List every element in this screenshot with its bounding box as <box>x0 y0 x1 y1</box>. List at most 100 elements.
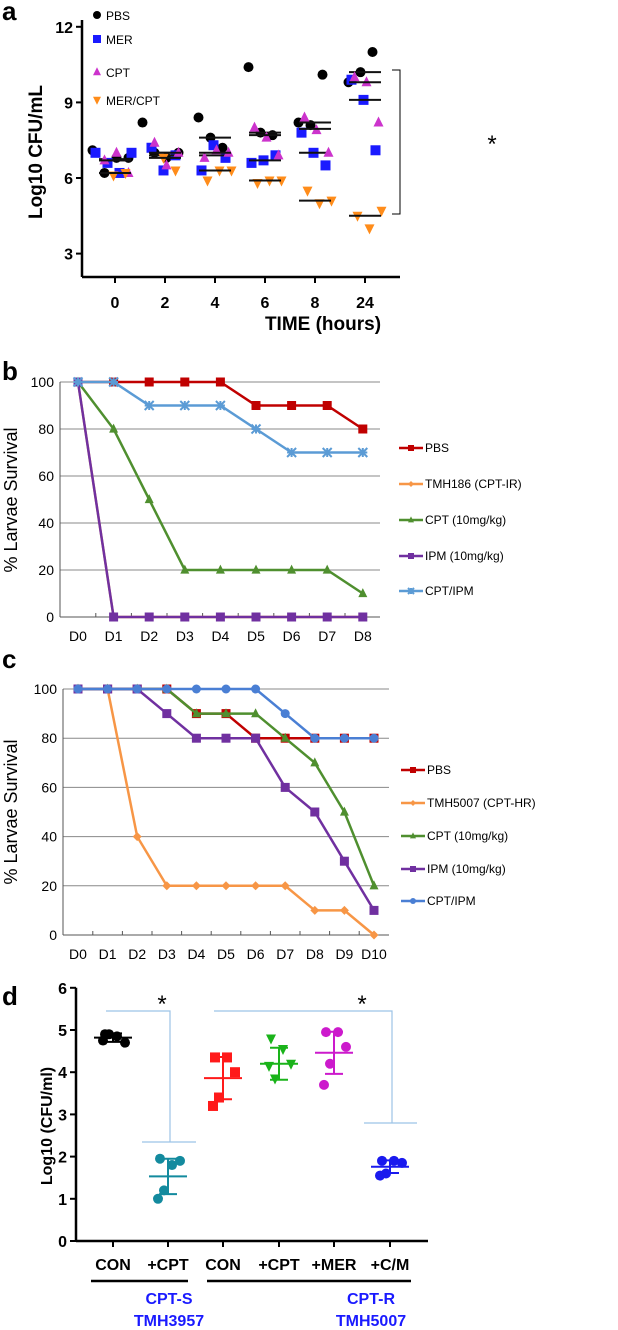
c-x-tick-label: D3 <box>158 946 176 962</box>
a-data-point-mer <box>158 165 169 176</box>
b-legend-label: IPM (10mg/kg) <box>425 549 504 563</box>
b-data-point-cpt <box>322 564 332 574</box>
c-legend-label: CPT (10mg/kg) <box>427 829 508 843</box>
b-data-point-ipm <box>358 612 368 622</box>
d-significance-bracket-left <box>106 1010 196 1143</box>
b-data-point-cpt <box>180 564 190 574</box>
a-data-point-mer-cpt <box>364 224 375 235</box>
a-data-point-cpt <box>323 146 334 157</box>
a-x-axis-title: TIME (hours) <box>265 314 381 335</box>
d-data-point <box>167 1160 177 1171</box>
a-data-point-pbs <box>317 69 328 80</box>
a-data-point-mer <box>90 147 101 158</box>
b-data-point-cpt-ipm <box>179 400 191 411</box>
c-legend-marker <box>410 866 416 872</box>
c-data-point-tmh5007 <box>251 881 261 891</box>
d-group-cpt-s-strain: TMH3957 <box>134 1313 204 1330</box>
b-x-tick-label: D1 <box>105 628 123 644</box>
d-data-point <box>159 1185 169 1196</box>
panel-label-b: b <box>2 356 18 386</box>
a-data-point-pbs <box>193 112 204 123</box>
a-significance-asterisk: * <box>487 131 496 158</box>
d-group-cpt-s: CPT-S <box>145 1291 192 1308</box>
c-y-axis-title: % Larvae Survival <box>1 739 21 884</box>
d-y-tick-label: 6 <box>58 981 67 998</box>
c-data-point-ipm <box>280 782 290 792</box>
a-legend-label: CPT <box>106 66 131 80</box>
b-x-tick-label: D7 <box>318 628 336 644</box>
c-data-point-cpt-ipm <box>221 684 231 694</box>
b-data-point-ipm <box>215 612 225 622</box>
d-data-point <box>120 1037 130 1048</box>
a-data-point-cpt <box>199 151 210 162</box>
d-data-point <box>341 1041 351 1052</box>
d-data-point <box>214 1092 224 1103</box>
c-x-tick-label: D7 <box>276 946 294 962</box>
c-y-tick-label: 100 <box>34 681 58 697</box>
a-y-axis-title: Log10 CFU/mL <box>26 85 47 219</box>
d-x-tick-label: +MER <box>312 1257 357 1274</box>
a-data-point-mer-cpt <box>276 176 287 187</box>
b-y-tick-label: 100 <box>31 374 55 390</box>
c-y-tick-label: 0 <box>49 927 57 943</box>
c-y-tick-label: 60 <box>41 779 57 795</box>
c-data-point-cpt-ipm <box>251 684 261 694</box>
c-x-tick-label: D4 <box>187 946 205 962</box>
c-legend-marker <box>410 800 416 806</box>
c-data-point-cpt <box>369 880 379 890</box>
b-data-point-pbs <box>251 401 261 410</box>
b-legend-marker <box>408 445 414 451</box>
b-y-tick-label: 60 <box>38 468 54 484</box>
c-legend-marker <box>410 832 416 839</box>
d-data-point <box>230 1067 240 1078</box>
d-data-point <box>266 1034 276 1045</box>
c-data-point-cpt <box>221 708 231 718</box>
c-data-point-cpt-ipm <box>280 709 290 719</box>
b-data-point-ipm <box>322 612 332 622</box>
c-x-tick-label: D5 <box>217 946 235 962</box>
c-data-point-cpt-ipm <box>73 684 83 694</box>
b-x-tick-label: D2 <box>140 628 158 644</box>
d-x-tick-label: +CPT <box>258 1257 300 1274</box>
a-data-point-pbs <box>217 142 228 153</box>
b-data-point-cpt <box>358 588 368 598</box>
c-x-tick-label: D9 <box>335 946 353 962</box>
d-significance-asterisk-right: * <box>357 991 366 1018</box>
d-data-point <box>319 1079 329 1090</box>
b-x-tick-label: D5 <box>247 628 265 644</box>
a-x-tick-label: 4 <box>211 295 220 312</box>
a-data-point-mer-cpt <box>302 186 313 197</box>
a-data-point-mer-cpt <box>376 206 387 217</box>
b-legend-marker <box>408 516 414 523</box>
b-y-tick-label: 80 <box>38 421 54 437</box>
b-data-point-cpt-ipm <box>357 447 369 458</box>
a-data-point-pbs <box>367 47 378 57</box>
c-data-point-cpt <box>339 806 349 816</box>
a-data-point-pbs <box>137 117 148 128</box>
b-data-point-cpt <box>251 564 261 574</box>
a-data-point-cpt <box>273 149 284 160</box>
d-y-tick-label: 1 <box>58 1192 67 1209</box>
a-data-point-cpt <box>261 131 272 142</box>
b-data-point-ipm <box>251 612 261 622</box>
c-y-tick-label: 20 <box>41 878 57 894</box>
a-data-point-cpt <box>161 159 172 170</box>
a-legend-label: MER <box>106 33 133 47</box>
b-data-point-pbs <box>358 424 368 434</box>
d-x-tick-label: +C/M <box>371 1257 410 1274</box>
b-data-point-ipm <box>109 612 119 622</box>
b-data-point-cpt-ipm <box>286 447 297 458</box>
c-data-point-tmh5007 <box>339 905 349 915</box>
b-data-point-ipm <box>287 612 297 622</box>
c-legend-label: PBS <box>427 763 451 777</box>
a-y-tick-label: 12 <box>55 20 73 37</box>
a-data-point-cpt <box>299 111 310 122</box>
a-y-tick-label: 6 <box>64 171 73 188</box>
c-data-point-tmh5007 <box>191 881 201 891</box>
b-data-point-pbs <box>144 377 154 387</box>
a-data-point-mer-cpt <box>108 171 119 182</box>
c-data-point-ipm <box>162 709 172 719</box>
d-data-point <box>397 1157 407 1168</box>
c-y-tick-label: 80 <box>41 730 57 746</box>
